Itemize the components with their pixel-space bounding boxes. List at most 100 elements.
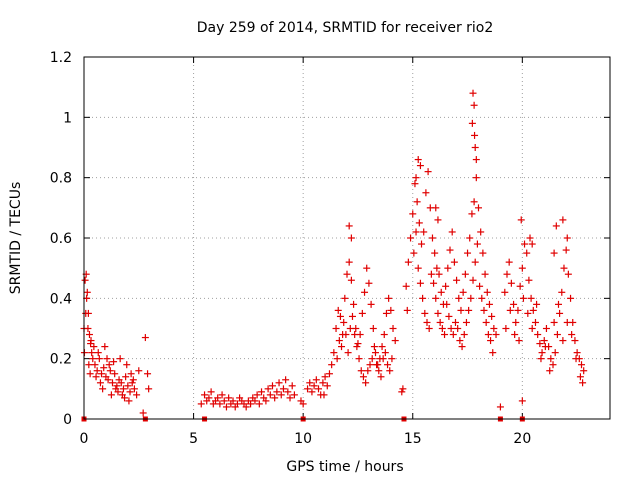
data-point (432, 294, 440, 302)
data-point (542, 325, 550, 332)
data-point (524, 309, 532, 317)
data-point (218, 391, 226, 399)
data-point (547, 355, 555, 363)
data-point (552, 222, 560, 230)
data-point (503, 270, 511, 278)
data-point (342, 331, 350, 339)
data-point (325, 370, 333, 378)
data-point (398, 388, 406, 396)
data-point (433, 264, 441, 272)
data-point (197, 400, 205, 408)
data-point (422, 189, 430, 197)
data-point (100, 364, 108, 372)
data-point (255, 400, 263, 408)
data-point (111, 370, 119, 378)
data-point (529, 306, 537, 314)
data-point (579, 379, 587, 387)
data-point (487, 337, 495, 345)
data-point (507, 279, 515, 287)
data-point (501, 288, 509, 296)
data-point (205, 394, 213, 402)
data-point (412, 228, 420, 236)
data-point (580, 367, 588, 375)
y-tick-label: 1 (63, 110, 72, 126)
data-point (431, 249, 439, 257)
data-point (126, 388, 134, 396)
data-point (525, 276, 533, 284)
data-point (308, 388, 316, 396)
data-point (262, 397, 270, 405)
data-point (332, 325, 340, 332)
data-point (424, 168, 432, 176)
x-tick-label: 20 (513, 431, 531, 447)
data-point (471, 144, 479, 151)
data-point (523, 249, 531, 257)
data-point (347, 276, 355, 284)
data-point (122, 373, 130, 381)
data-point (334, 306, 342, 314)
data-point (472, 156, 480, 164)
data-point (461, 270, 469, 278)
data-point (344, 349, 352, 357)
x-tick-label: 15 (404, 431, 422, 447)
data-point (412, 174, 420, 182)
data-point (264, 385, 272, 393)
data-point (117, 379, 125, 387)
data-point (129, 376, 137, 384)
data-point (540, 337, 548, 345)
data-point (476, 282, 484, 290)
data-point (436, 318, 444, 326)
data-point (475, 204, 482, 212)
data-point (558, 288, 566, 296)
data-point (430, 279, 438, 287)
data-point (511, 331, 519, 339)
data-point (527, 294, 535, 302)
data-point (485, 300, 493, 308)
data-point (488, 312, 496, 320)
data-point (338, 343, 346, 351)
data-point (310, 382, 318, 390)
data-point (81, 276, 89, 284)
data-point (528, 325, 536, 332)
data-point (288, 382, 296, 390)
data-point (399, 385, 407, 393)
data-point (365, 279, 373, 287)
data-point (290, 391, 298, 399)
data-point (323, 382, 331, 390)
data-point (519, 294, 527, 302)
data-point (304, 385, 312, 393)
data-point (275, 379, 283, 387)
data-point (382, 309, 390, 317)
data-point (253, 391, 261, 399)
data-point (469, 276, 477, 284)
data-point (438, 325, 446, 332)
data-point (371, 349, 379, 357)
data-point (471, 258, 479, 266)
data-point (421, 309, 429, 317)
data-point (576, 373, 584, 381)
data-point (358, 309, 366, 317)
data-point (319, 379, 327, 387)
data-point (459, 288, 467, 296)
data-point (562, 246, 570, 254)
y-tick-labels: 0 0.2 0.4 0.6 0.8 1 1.2 (50, 50, 72, 428)
data-point (464, 249, 472, 257)
data-point (123, 361, 131, 369)
data-point (564, 270, 572, 278)
data-point (425, 325, 433, 332)
data-point (418, 240, 426, 248)
data-point (362, 379, 370, 387)
data-point (336, 312, 344, 320)
data-point (130, 385, 138, 393)
data-point (413, 198, 421, 206)
data-point (124, 382, 132, 390)
data-point (490, 325, 498, 332)
data-point (216, 400, 224, 408)
data-point (90, 343, 98, 351)
data-point (107, 391, 115, 399)
data-point (242, 403, 250, 411)
data-point (89, 355, 97, 363)
data-point (462, 318, 470, 326)
